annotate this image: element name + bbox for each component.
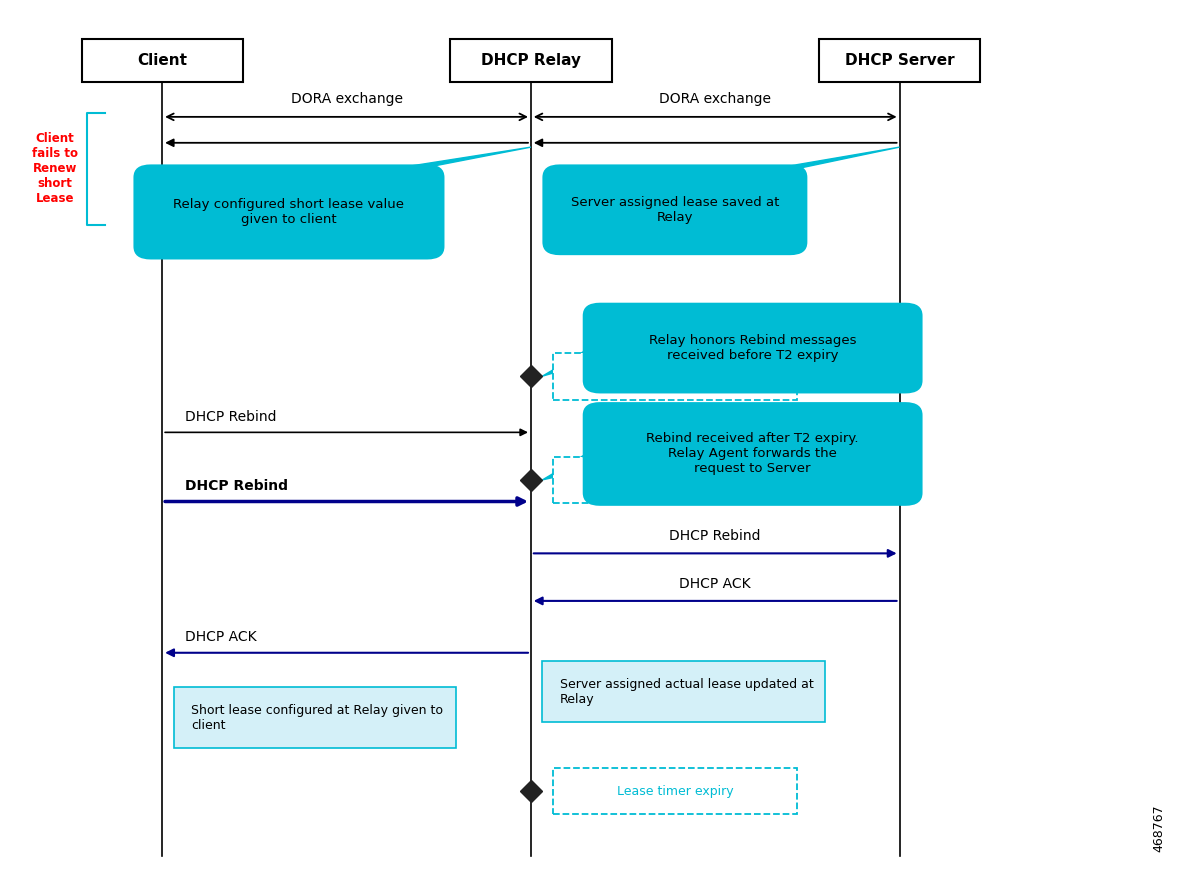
Text: Server assigned lease saved at
Relay: Server assigned lease saved at Relay [571, 196, 779, 224]
Text: DORA exchange: DORA exchange [659, 93, 772, 107]
Text: DHCP Rebind: DHCP Rebind [185, 479, 288, 493]
Polygon shape [542, 442, 606, 480]
Polygon shape [571, 147, 900, 216]
Text: DHCP Rebind: DHCP Rebind [670, 529, 761, 543]
Text: T2 timer expiry: T2 timer expiry [628, 474, 722, 486]
FancyBboxPatch shape [542, 662, 824, 721]
Text: Rebind received after T2 expiry.
Relay Agent forwards the
request to Server: Rebind received after T2 expiry. Relay A… [647, 432, 859, 475]
Text: DHCP ACK: DHCP ACK [185, 630, 257, 644]
FancyBboxPatch shape [174, 687, 456, 748]
Text: Client: Client [137, 53, 187, 68]
Polygon shape [162, 147, 530, 219]
FancyBboxPatch shape [542, 164, 808, 255]
Text: DHCP Server: DHCP Server [845, 53, 954, 68]
Polygon shape [542, 339, 606, 377]
Text: Client
fails to
Renew
short
Lease: Client fails to Renew short Lease [32, 132, 78, 206]
FancyBboxPatch shape [583, 402, 923, 506]
FancyBboxPatch shape [583, 303, 923, 393]
Text: Relay honors Rebind messages
received before T2 expiry: Relay honors Rebind messages received be… [649, 334, 857, 363]
Text: Lease timer expiry: Lease timer expiry [617, 785, 733, 797]
FancyBboxPatch shape [553, 353, 797, 400]
Text: DHCP ACK: DHCP ACK [679, 577, 751, 591]
FancyBboxPatch shape [818, 39, 980, 82]
Text: Server assigned actual lease updated at
Relay: Server assigned actual lease updated at … [559, 677, 814, 706]
Text: DHCP Relay: DHCP Relay [481, 53, 581, 68]
FancyBboxPatch shape [553, 457, 797, 504]
FancyBboxPatch shape [82, 39, 242, 82]
Text: T1 timer expiry: T1 timer expiry [628, 370, 722, 383]
Text: Relay configured short lease value
given to client: Relay configured short lease value given… [174, 198, 404, 226]
FancyBboxPatch shape [133, 164, 444, 259]
Text: 468767: 468767 [1152, 804, 1165, 852]
Text: DHCP Rebind: DHCP Rebind [185, 410, 277, 423]
FancyBboxPatch shape [450, 39, 612, 82]
Text: Short lease configured at Relay given to
client: Short lease configured at Relay given to… [191, 704, 443, 731]
Text: DORA exchange: DORA exchange [290, 93, 402, 107]
FancyBboxPatch shape [553, 767, 797, 814]
